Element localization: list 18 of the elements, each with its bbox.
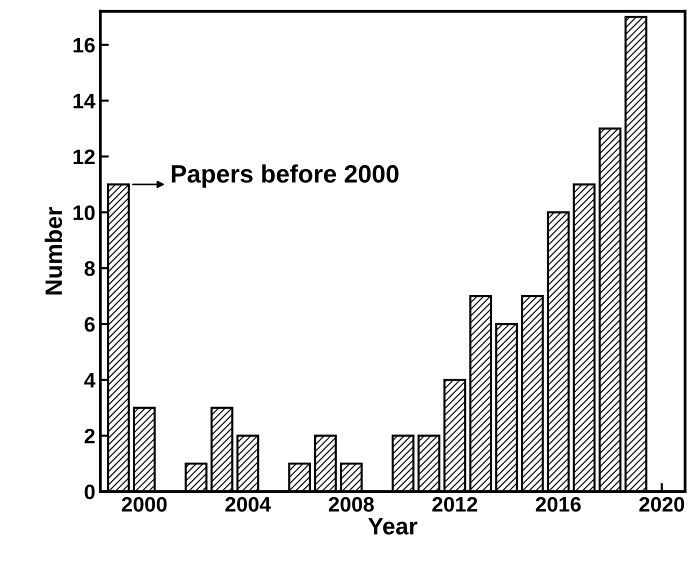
y-tick-label: 0 <box>84 484 95 500</box>
y-axis-title: Number <box>44 207 62 294</box>
x-tick-label: 2008 <box>328 496 374 512</box>
x-tick-label: 2020 <box>639 496 684 512</box>
y-tick-label: 12 <box>74 149 95 164</box>
y-tick-label: 2 <box>84 428 95 444</box>
y-tick-label: 8 <box>84 261 95 276</box>
y-tick-label: 16 <box>74 38 95 53</box>
annotation: Papers before 2000 <box>172 164 398 188</box>
x-tick-label: 2004 <box>225 496 271 512</box>
x-tick-label: 2016 <box>536 496 581 512</box>
y-tick-label: 6 <box>84 317 95 332</box>
y-tick-label: 10 <box>74 205 95 220</box>
x-axis-title: Year <box>368 518 418 535</box>
x-tick-label: 2000 <box>122 496 167 512</box>
y-tick-label: 14 <box>74 94 96 108</box>
x-tick-label: 2012 <box>432 496 478 512</box>
y-tick-label: 4 <box>84 373 96 388</box>
